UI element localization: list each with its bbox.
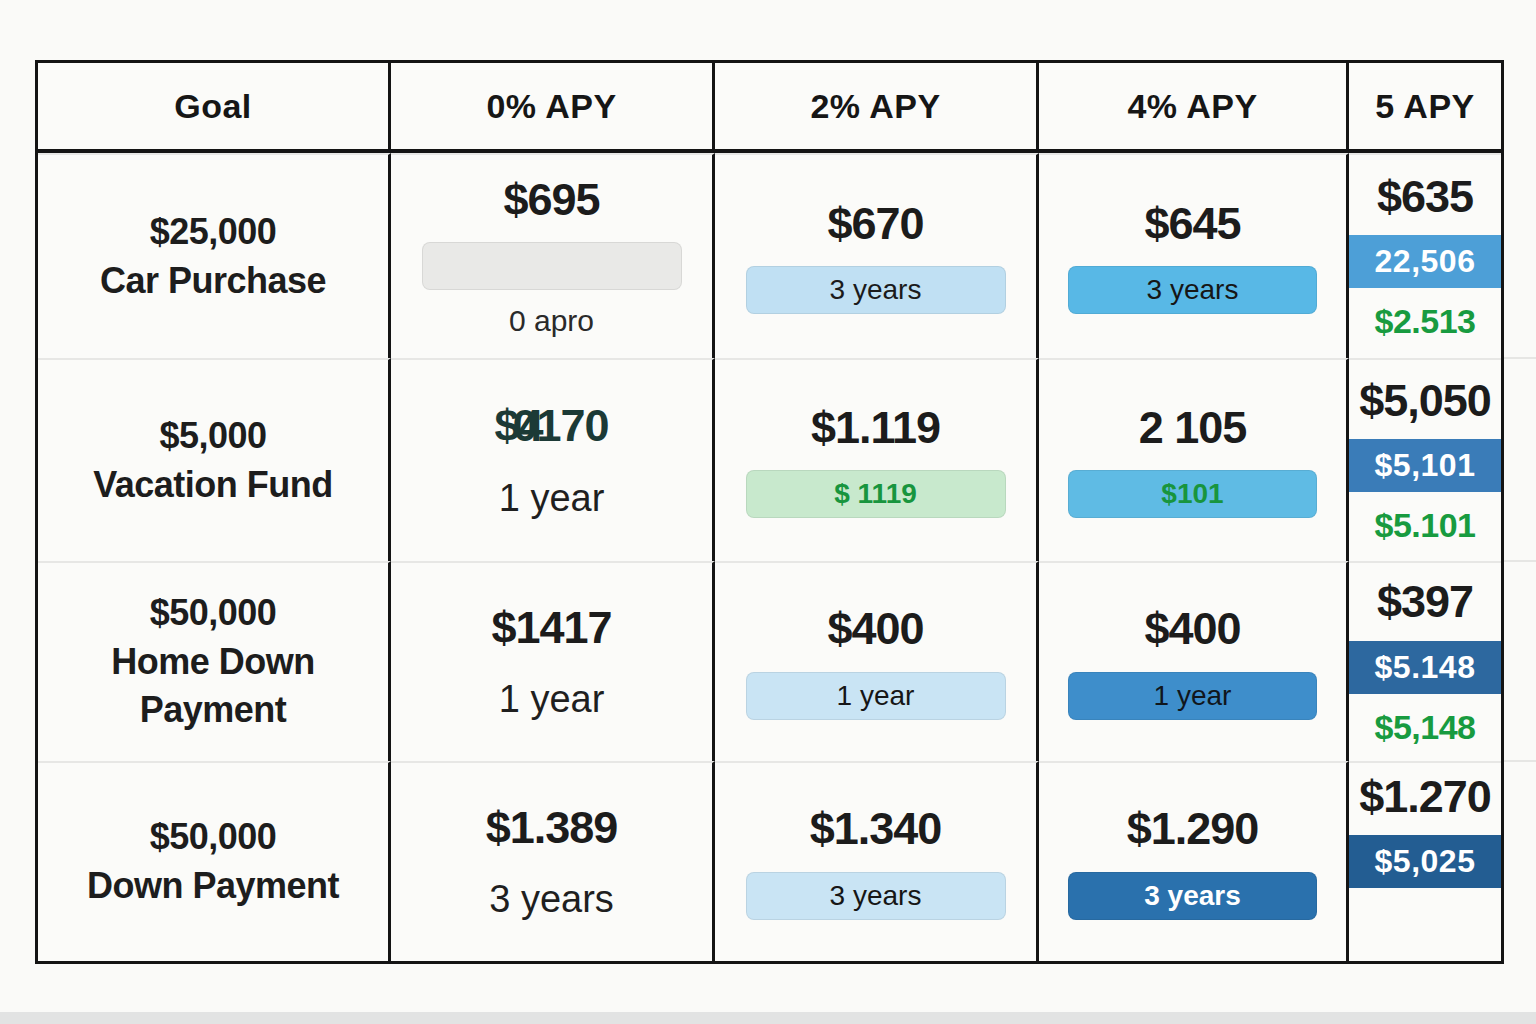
term-pill-label: 3 years [830, 880, 922, 912]
term-pill-label: 3 years [830, 274, 922, 306]
cell-r3-apy5: $397 $5.148 $5,148 [1349, 561, 1501, 761]
term-pill-empty [422, 242, 682, 290]
goal-label: Down Payment [87, 862, 339, 911]
goal-down-payment: $50,000 Down Payment [38, 761, 391, 961]
payment-amount: $400 [827, 604, 923, 654]
savings-amount: $5,148 [1375, 708, 1476, 747]
term-pill: 1 year [1068, 672, 1317, 720]
header-apy0: 0% APY [391, 63, 715, 153]
term-pill-label: 3 years [1147, 274, 1239, 306]
row-divider-extension [1504, 560, 1536, 562]
cell-r1-apy0: $695 0 apro [391, 153, 715, 358]
header-apy2: 2% APY [715, 63, 1039, 153]
goal-label-line2: Payment [140, 686, 287, 735]
goal-label: Car Purchase [100, 257, 326, 306]
goal-car-purchase: $25,000 Car Purchase [38, 153, 391, 358]
savings-pill: $101 [1068, 470, 1317, 518]
cell-r2-apy4: 2 105 $101 [1039, 358, 1349, 561]
value-bar-label: 22,506 [1375, 243, 1476, 280]
payment-amount: $1.270 [1359, 772, 1491, 822]
goal-amount: $5,000 [159, 412, 266, 461]
payment-amount: 2 105 [1139, 403, 1247, 453]
term-pill: 3 years [1068, 266, 1317, 314]
payment-amount: $635 [1377, 172, 1473, 222]
savings-amount: $2.513 [1375, 302, 1476, 341]
goal-label: Vacation Fund [93, 461, 333, 510]
cell-r3-apy2: $400 1 year [715, 561, 1039, 761]
payment-amount: $1.340 [810, 804, 942, 854]
value-bar: $5.148 [1349, 641, 1501, 694]
row-divider-extension [1504, 760, 1536, 762]
value-bar-label: $5,101 [1375, 447, 1476, 484]
value-bar-label: $5,025 [1375, 843, 1476, 880]
header-apy4: 4% APY [1039, 63, 1349, 153]
goal-home-down-payment: $50,000 Home Down Payment [38, 561, 391, 761]
savings-pill: $ 1119 [746, 470, 1006, 518]
header-goal: Goal [38, 63, 391, 153]
cell-r2-apy5: $5,050 $5,101 $5.101 [1349, 358, 1501, 561]
cell-r4-apy4: $1.290 3 years [1039, 761, 1349, 961]
cell-r3-apy0: $1417 1 year [391, 561, 715, 761]
goal-amount: $50,000 [150, 813, 277, 862]
term-pill: 3 years [1068, 872, 1317, 920]
payment-amount: $5,050 [1359, 376, 1491, 426]
payment-amount: $1.119 [811, 403, 940, 453]
value-bar: $5,101 [1349, 439, 1501, 492]
savings-amount: $5.101 [1375, 506, 1476, 545]
apr-caption: 0 apro [509, 304, 594, 338]
comparison-table: Goal 0% APY 2% APY 4% APY 5 APY $25,000 … [35, 60, 1504, 964]
header-apy5-label: 5 APY [1375, 87, 1475, 126]
term-pill: 3 years [746, 872, 1006, 920]
goal-label-line1: Home Down [111, 638, 315, 687]
row-divider-extension [1504, 357, 1536, 359]
goal-vacation-fund: $5,000 Vacation Fund [38, 358, 391, 561]
header-apy4-label: 4% APY [1127, 87, 1257, 126]
payment-amount: $400 [1144, 604, 1240, 654]
term-pill-label: 1 year [837, 680, 915, 712]
page: { "colors": { "background": "#fafaf8", "… [0, 0, 1536, 1024]
payment-amount: $1.389 [486, 803, 618, 853]
cell-r1-apy4: $645 3 years [1039, 153, 1349, 358]
bottom-strip [0, 1012, 1536, 1024]
payment-amount: $670 [827, 199, 923, 249]
payment-amount: $645 [1144, 199, 1240, 249]
cell-r1-apy5: $635 22,506 $2.513 [1349, 153, 1501, 358]
header-goal-label: Goal [174, 87, 252, 126]
term-pill: 3 years [746, 266, 1006, 314]
amount-overlay: 0 [512, 401, 536, 451]
savings-pill-label: $101 [1161, 478, 1223, 510]
cell-r4-apy5: $1.270 $5,025 [1349, 761, 1501, 961]
goal-amount: $25,000 [150, 208, 277, 257]
value-bar: $5,025 [1349, 835, 1501, 888]
value-bar-label: $5.148 [1375, 649, 1476, 686]
payment-amount-overlapped: $40170 [494, 401, 608, 451]
cell-r4-apy0: $1.389 3 years [391, 761, 715, 961]
cell-r1-apy2: $670 3 years [715, 153, 1039, 358]
cell-r2-apy2: $1.119 $ 1119 [715, 358, 1039, 561]
cell-r4-apy2: $1.340 3 years [715, 761, 1039, 961]
term-pill-label: 3 years [1144, 880, 1241, 912]
value-bar: 22,506 [1349, 235, 1501, 288]
term-pill-label: 1 year [1154, 680, 1232, 712]
term-caption: 1 year [499, 678, 605, 721]
payment-amount: $1417 [491, 603, 611, 653]
term-caption: 3 years [489, 878, 614, 921]
payment-amount: $695 [503, 175, 599, 225]
savings-pill-label: $ 1119 [834, 478, 917, 510]
goal-amount: $50,000 [150, 589, 277, 638]
term-pill: 1 year [746, 672, 1006, 720]
term-caption: 1 year [499, 477, 605, 520]
header-apy2-label: 2% APY [810, 87, 940, 126]
header-apy0-label: 0% APY [486, 87, 616, 126]
payment-amount: $1.290 [1127, 804, 1259, 854]
header-apy5: 5 APY [1349, 63, 1501, 153]
cell-r2-apy0: $40170 1 year [391, 358, 715, 561]
payment-amount: $397 [1377, 577, 1473, 627]
amount-tail: 170 [537, 401, 609, 451]
cell-r3-apy4: $400 1 year [1039, 561, 1349, 761]
